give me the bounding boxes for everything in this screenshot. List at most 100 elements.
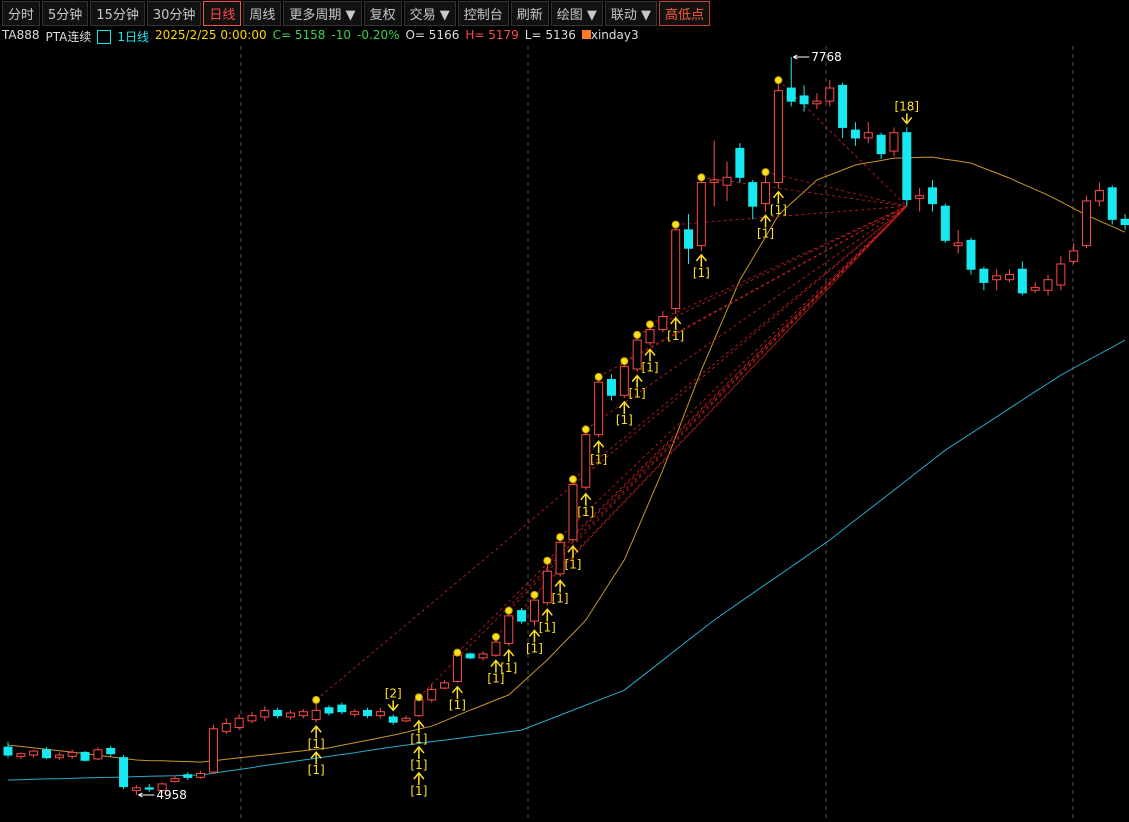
date: 2025/2/25 0:00:00 — [155, 28, 267, 42]
low-arrow — [138, 792, 155, 798]
candle-body — [1120, 218, 1129, 226]
candle-body — [529, 599, 539, 622]
toolbar-button[interactable]: 刷新 — [510, 0, 549, 26]
high: H= 5179 — [465, 28, 519, 42]
signal-dot — [543, 556, 552, 565]
signal-dot — [312, 695, 321, 704]
signal-dot — [504, 606, 513, 615]
ma-line — [7, 156, 1126, 763]
toolbar-button[interactable]: 日线 — [203, 0, 242, 26]
buy-arrow — [759, 214, 772, 228]
buy-label: [1] — [410, 784, 427, 798]
buy-label: [1] — [500, 661, 517, 675]
signal-link — [598, 205, 907, 378]
candle-body — [953, 242, 963, 247]
buy-arrow — [541, 608, 553, 622]
signal-dot — [568, 475, 577, 484]
buy-label: [1] — [693, 266, 710, 280]
candle-body — [594, 381, 604, 436]
candle-body — [337, 704, 347, 713]
candle-body — [247, 715, 257, 722]
signal-dot — [491, 632, 500, 641]
toolbar-button[interactable]: 更多周期 ▼ — [283, 0, 362, 26]
candle-body — [491, 641, 501, 656]
buy-arrow — [413, 719, 425, 733]
signal-link — [457, 205, 908, 653]
sell-arrow — [387, 700, 399, 712]
buy-label: [1] — [642, 360, 659, 374]
candle-body — [979, 268, 989, 283]
candle-body — [452, 654, 462, 683]
signal-link — [418, 205, 908, 698]
buy-arrow — [490, 659, 502, 673]
candle-body — [144, 787, 154, 790]
candle-body — [568, 484, 578, 541]
candle-body — [54, 754, 64, 759]
toolbar-button[interactable]: 交易 ▼ — [403, 0, 456, 26]
candle-body — [619, 365, 629, 396]
high-arrow — [793, 54, 810, 60]
toolbar-button[interactable]: 控制台 — [457, 0, 509, 26]
buy-label: [1] — [449, 698, 466, 712]
candle-body — [850, 129, 860, 139]
buy-label: [1] — [410, 732, 427, 746]
candle-body — [812, 100, 822, 105]
buy-label: [1] — [552, 591, 569, 605]
grid — [240, 46, 1074, 822]
candle-body — [80, 751, 90, 761]
signal-link — [636, 205, 907, 336]
toolbar-button[interactable]: 复权 — [363, 0, 402, 26]
candle-body — [29, 750, 39, 756]
toolbar-button[interactable]: 分时 — [2, 0, 41, 26]
buy-label: [1] — [667, 329, 684, 343]
signal-link — [675, 205, 907, 225]
signal-link — [572, 205, 908, 480]
candle-body — [273, 709, 283, 717]
candle-body — [645, 329, 655, 344]
buy-arrow — [567, 545, 579, 559]
buy-arrow — [644, 348, 656, 362]
indicator: xinday3 — [581, 28, 639, 45]
candle-body — [1005, 273, 1015, 281]
candle-body — [555, 541, 565, 575]
toolbar-button[interactable]: 周线 — [243, 0, 282, 26]
candle-body — [915, 195, 925, 199]
symbol: TA888 — [2, 28, 40, 42]
buy-arrow — [631, 374, 643, 388]
buy-arrow — [593, 440, 605, 454]
candle-body — [542, 570, 552, 604]
toolbar-button[interactable]: 15分钟 — [90, 0, 145, 26]
candle-body — [157, 783, 167, 791]
sell-arrow — [901, 113, 913, 125]
candle-body — [722, 176, 732, 186]
candle-body — [363, 709, 373, 717]
toolbar-button[interactable]: 30分钟 — [146, 0, 202, 26]
signal-link — [315, 205, 908, 701]
buy-label: [1] — [577, 505, 594, 519]
signal-link — [559, 205, 908, 538]
low: L= 5136 — [524, 28, 576, 42]
buy-label: [1] — [770, 203, 787, 217]
candle-body — [606, 379, 616, 396]
candle-body — [42, 749, 52, 759]
close: C= 5158 — [272, 28, 326, 42]
toolbar-button[interactable]: 高低点 — [659, 0, 711, 26]
candle-body — [940, 205, 950, 241]
candle-body — [93, 749, 103, 760]
toolbar-button[interactable]: 绘图 ▼ — [550, 0, 603, 26]
buy-arrow — [554, 579, 566, 593]
buy-label: [1] — [629, 387, 646, 401]
signal-link — [508, 205, 908, 611]
candle-body — [1082, 200, 1092, 247]
candle-body — [838, 84, 848, 128]
candle-body — [786, 87, 796, 102]
toolbar-button[interactable]: 5分钟 — [42, 0, 89, 26]
signal-link — [495, 205, 908, 638]
signal-dot — [633, 330, 642, 339]
signal-dot — [671, 220, 680, 229]
candle-body — [350, 711, 360, 715]
toolbar-button[interactable]: 联动 ▼ — [604, 0, 658, 26]
candle-body — [196, 772, 206, 778]
candle-body — [658, 315, 668, 331]
